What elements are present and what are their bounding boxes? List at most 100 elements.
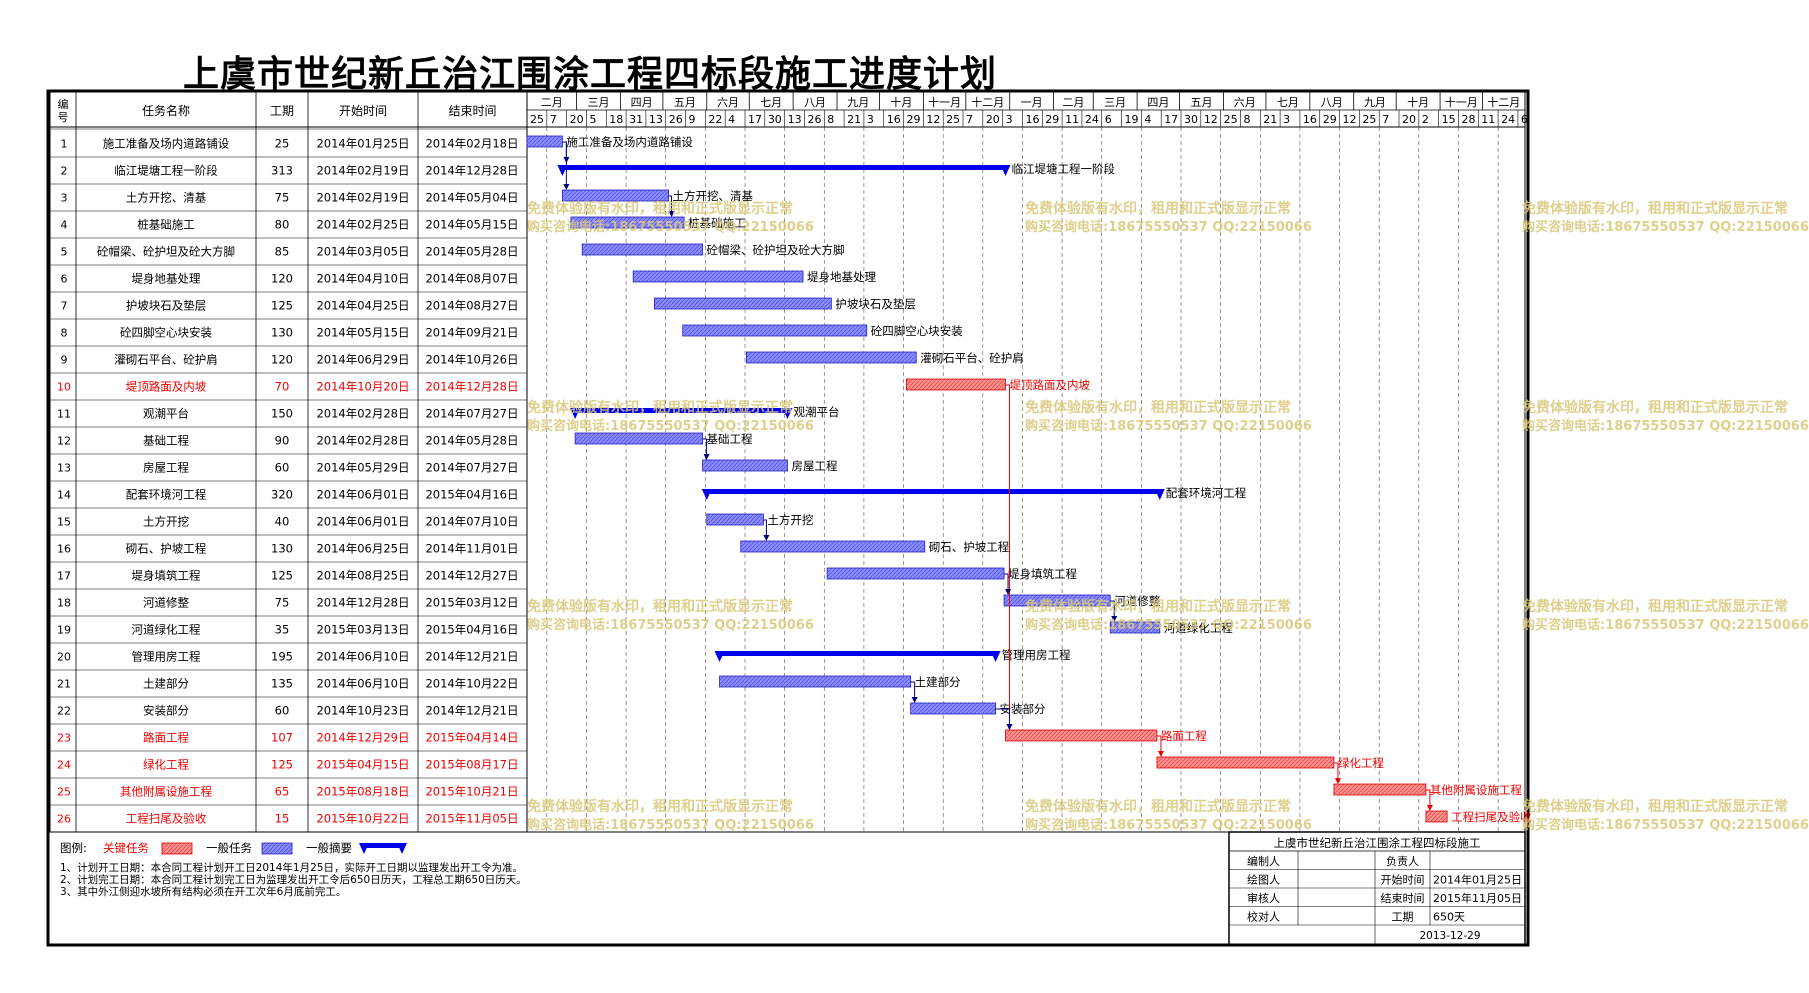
week-label: 9	[689, 113, 696, 126]
week-label: 29	[1323, 113, 1337, 126]
cell-end: 2015年03月12日	[425, 596, 518, 610]
week-label: 8	[827, 113, 834, 126]
dependency-link	[562, 141, 570, 163]
info-box	[1228, 831, 1526, 946]
bar-label: 观潮平台	[793, 405, 839, 419]
cell-task-name: 河道绿化工程	[132, 623, 201, 637]
week-label: 16	[1303, 113, 1317, 126]
info-cell: 校对人	[1247, 910, 1280, 924]
info-cell: 绘图人	[1247, 873, 1280, 887]
cell-id: 6	[61, 273, 68, 286]
dependency-link	[702, 438, 710, 460]
cell-end: 2014年09月21日	[425, 326, 518, 340]
summary-bar-cap	[701, 489, 712, 500]
cell-start: 2014年10月23日	[316, 704, 409, 718]
cell-end: 2014年12月21日	[425, 650, 518, 664]
month-label: 七月	[760, 96, 782, 109]
watermark-line: 免费体验版有水印，租用和正式版显示正常	[527, 798, 793, 815]
cell-start: 2014年06月29日	[316, 353, 409, 367]
watermark-line: 免费体验版有水印，租用和正式版显示正常	[1025, 200, 1291, 217]
month-label: 四月	[631, 96, 653, 109]
cell-task-name: 观潮平台	[143, 407, 189, 421]
cell-duration: 80	[275, 218, 290, 232]
cell-end: 2014年02月18日	[425, 137, 518, 151]
task-bar	[561, 189, 669, 202]
info-cell: 2014年01月25日	[1433, 873, 1522, 887]
cell-start: 2014年02月19日	[316, 164, 409, 178]
watermark-line: 免费体验版有水印，租用和正式版显示正常	[1522, 399, 1788, 416]
bar-label: 施工准备及场内道路铺设	[566, 135, 693, 149]
month-label: 三月	[1104, 96, 1126, 109]
cell-id: 18	[57, 597, 71, 610]
week-label: 16	[887, 113, 901, 126]
dependency-link	[1333, 762, 1341, 784]
cell-end: 2015年08月17日	[425, 758, 518, 772]
critical-task-bar	[1425, 810, 1448, 823]
cell-duration: 150	[271, 407, 293, 421]
legend-summary-cap	[397, 843, 407, 854]
watermark-line: 购买咨询电话:18675550537 QQ:22150066	[527, 219, 814, 235]
cell-duration: 120	[271, 353, 293, 367]
summary-bar-cap	[714, 651, 725, 662]
cell-id: 21	[57, 678, 71, 691]
cell-start: 2014年06月10日	[316, 677, 409, 691]
week-label: 31	[629, 113, 643, 126]
cell-task-name: 其他附属设施工程	[120, 785, 212, 799]
header-cell-id-1: 编	[58, 97, 69, 111]
cell-start: 2015年03月13日	[316, 623, 409, 637]
cell-task-name: 桩基础施工	[137, 218, 195, 232]
watermark-line: 购买咨询电话:18675550537 QQ:22150066	[1025, 817, 1312, 833]
cell-id: 25	[57, 786, 71, 799]
cell-duration: 85	[275, 245, 290, 259]
legend-critical-swatch	[161, 842, 193, 855]
cell-id: 8	[61, 327, 68, 340]
cell-id: 11	[57, 408, 71, 421]
bar-label: 桩基础施工	[688, 216, 746, 230]
bar-label: 砼四脚空心块安装	[871, 324, 963, 338]
bar-label: 河道绿化工程	[1164, 621, 1233, 635]
cell-end: 2014年12月27日	[425, 569, 518, 583]
summary-bar-cap	[782, 408, 793, 419]
watermark-line: 购买咨询电话:18675550537 QQ:22150066	[1522, 817, 1809, 833]
week-label: 24	[1085, 113, 1099, 126]
cell-task-name: 临江堤塘工程一阶段	[114, 164, 218, 178]
cell-id: 20	[57, 651, 71, 664]
week-label: 28	[1461, 113, 1475, 126]
cell-end: 2014年07月10日	[425, 515, 518, 529]
task-bar	[746, 351, 917, 364]
dependency-link	[995, 708, 1013, 730]
watermark-line: 购买咨询电话:18675550537 QQ:22150066	[1522, 617, 1809, 633]
cell-end: 2014年07月27日	[425, 407, 518, 421]
week-label: 25	[1362, 113, 1376, 126]
month-label: 七月	[1277, 96, 1299, 109]
week-label: 6	[1521, 113, 1528, 126]
cell-task-name: 土方开挖	[143, 515, 189, 529]
watermark-line: 购买咨询电话:18675550537 QQ:22150066	[527, 617, 814, 633]
week-label: 25	[1224, 113, 1238, 126]
summary-bar-cap	[557, 165, 568, 176]
dependency-link	[1110, 600, 1118, 622]
cell-duration: 75	[275, 191, 290, 205]
cell-task-name: 土方开挖、清基	[126, 191, 207, 205]
week-label: 29	[907, 113, 921, 126]
month-label: 八月	[1321, 96, 1343, 109]
cell-id: 24	[57, 759, 71, 772]
info-cell: 编制人	[1247, 854, 1280, 868]
month-label: 二月	[541, 96, 563, 109]
dependency-link	[1005, 384, 1013, 730]
cell-end: 2014年10月26日	[425, 353, 518, 367]
cell-task-name: 护坡块石及垫层	[126, 299, 207, 313]
task-bar	[1109, 621, 1161, 634]
cell-task-name: 安装部分	[143, 704, 189, 718]
cell-end: 2015年04月16日	[425, 488, 518, 502]
cell-task-name: 灌砌石平台、砼护肩	[114, 353, 218, 367]
bar-label: 其他附属设施工程	[1430, 783, 1522, 797]
cell-task-name: 施工准备及场内道路铺设	[103, 137, 230, 151]
cell-duration: 25	[275, 137, 290, 151]
cell-duration: 313	[271, 164, 293, 178]
cell-task-name: 工程扫尾及验收	[126, 812, 207, 826]
cell-end: 2014年08月07日	[425, 272, 518, 286]
cell-start: 2014年08月25日	[316, 569, 409, 583]
watermark-line: 免费体验版有水印，租用和正式版显示正常	[527, 399, 793, 416]
cell-duration: 60	[275, 461, 290, 475]
